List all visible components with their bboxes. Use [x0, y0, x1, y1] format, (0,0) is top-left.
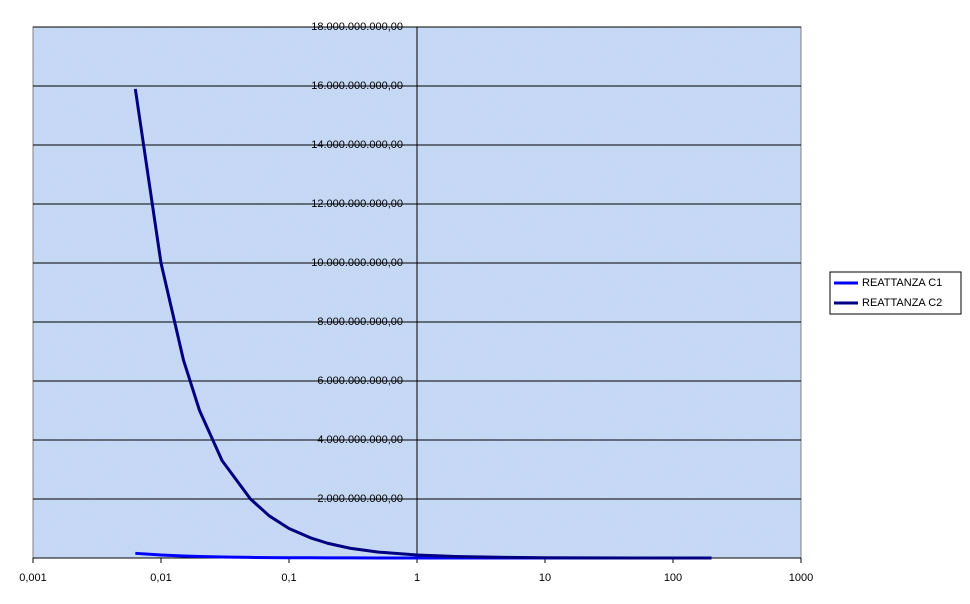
y-tick-label: 12.000.000.000,00 [311, 198, 403, 210]
x-tick-label: 100 [664, 572, 682, 584]
x-tick-label: 10 [539, 572, 551, 584]
y-tick-label: 10.000.000.000,00 [311, 257, 403, 269]
y-tick-label: 2.000.000.000,00 [317, 493, 403, 505]
x-tick-label: 0,001 [19, 572, 47, 584]
x-tick-label: 0,1 [281, 572, 296, 584]
y-tick-label: 4.000.000.000,00 [317, 434, 403, 446]
legend-label: REATTANZA C1 [862, 277, 942, 289]
legend-label: REATTANZA C2 [862, 297, 942, 309]
y-tick-label: 18.000.000.000,00 [311, 21, 403, 33]
y-tick-label: 16.000.000.000,00 [311, 80, 403, 92]
series-line [133, 88, 712, 560]
y-tick-label: 6.000.000.000,00 [317, 375, 403, 387]
legend: REATTANZA C1 REATTANZA C2 [829, 271, 962, 315]
y-tick-label: 8.000.000.000,00 [317, 316, 403, 328]
x-tick-label: 1000 [789, 572, 813, 584]
legend-box [829, 271, 962, 315]
y-tick-label: 14.000.000.000,00 [311, 139, 403, 151]
x-tick-label: 1 [414, 572, 420, 584]
x-tick-label: 0,01 [150, 572, 171, 584]
